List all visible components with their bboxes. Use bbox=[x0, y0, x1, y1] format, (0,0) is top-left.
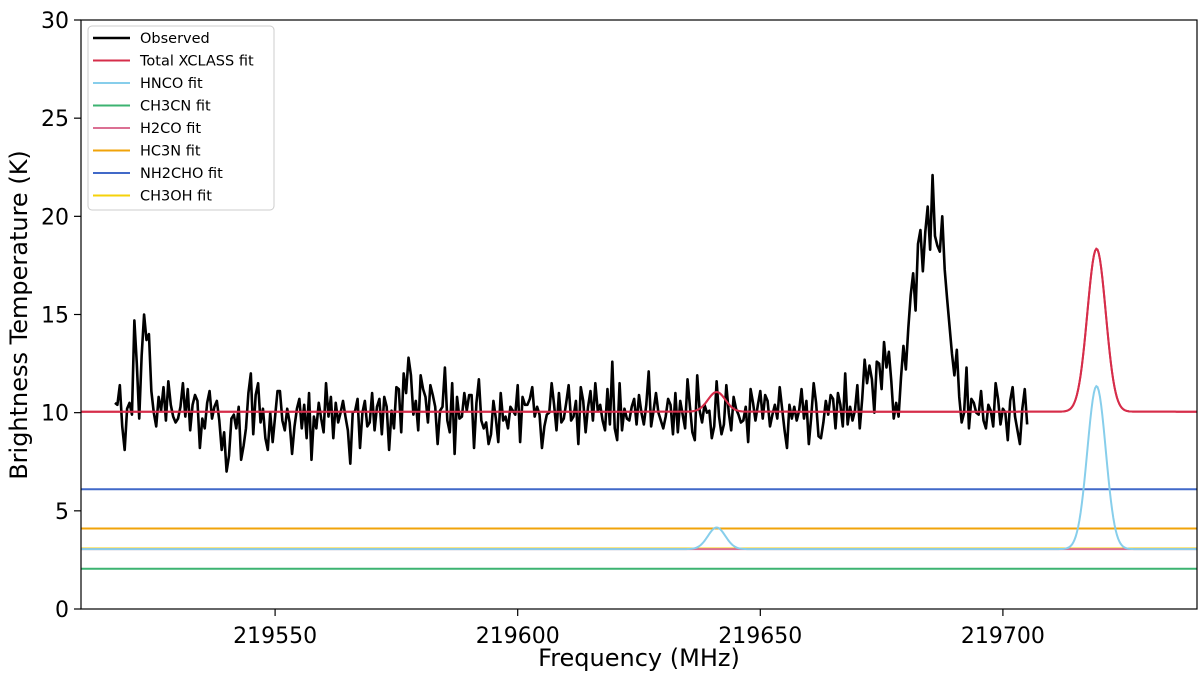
y-tick-label: 0 bbox=[55, 598, 69, 623]
y-tick-label: 20 bbox=[41, 205, 69, 230]
legend-label: HC3N fit bbox=[140, 144, 201, 160]
y-tick-label: 25 bbox=[41, 107, 69, 132]
x-tick-label: 219600 bbox=[476, 624, 560, 649]
y-tick-label: 15 bbox=[41, 304, 69, 329]
series-total-xclass-fit-overlay bbox=[81, 247, 1197, 413]
x-tick-label: 219550 bbox=[233, 624, 317, 649]
x-axis-label: Frequency (MHz) bbox=[538, 644, 740, 672]
y-tick-label: 5 bbox=[55, 500, 69, 525]
legend-label: H2CO fit bbox=[140, 121, 201, 137]
legend: Observed Total XCLASS fit HNCO fit CH3CN fi… bbox=[87, 25, 275, 211]
legend-box bbox=[87, 25, 275, 211]
y-axis-label: Brightness Temperature (K) bbox=[5, 150, 33, 480]
series-hnco-fit bbox=[81, 384, 1197, 551]
x-tick-label: 219700 bbox=[961, 624, 1045, 649]
y-tick-label: 30 bbox=[41, 9, 69, 34]
legend-label: Total XCLASS fit bbox=[139, 54, 254, 70]
legend-label: Observed bbox=[140, 31, 210, 47]
legend-label: CH3OH fit bbox=[140, 189, 212, 205]
legend-label: HNCO fit bbox=[140, 76, 203, 92]
y-tick-label: 10 bbox=[41, 402, 69, 427]
legend-label: NH2CHO fit bbox=[140, 166, 223, 182]
x-tick-label: 219650 bbox=[718, 624, 802, 649]
series-observed bbox=[114, 173, 1029, 473]
legend-label: CH3CN fit bbox=[140, 99, 211, 115]
